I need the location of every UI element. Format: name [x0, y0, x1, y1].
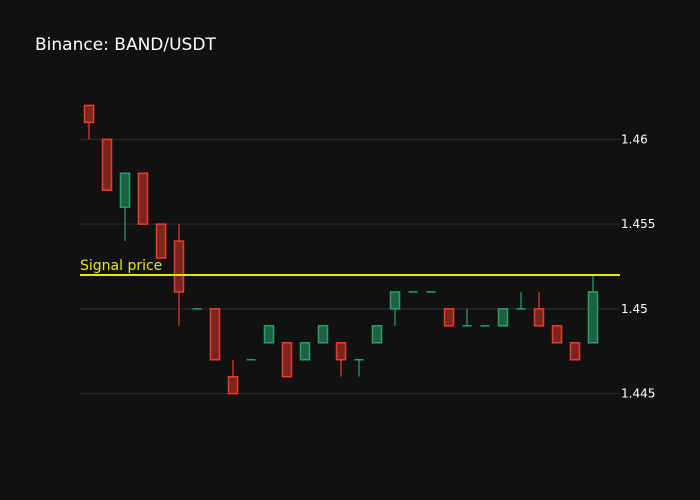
y-axis-ticks: 1.445 1.45 1.455 1.46 [621, 132, 655, 400]
candle-body [335, 342, 347, 361]
candle [497, 308, 509, 327]
candle [516, 291, 526, 310]
signal-layer: Signal price [80, 258, 620, 276]
candle-body [389, 291, 401, 310]
candle-body [587, 291, 599, 344]
candle [137, 172, 149, 225]
candle [263, 325, 275, 344]
candle-body [497, 308, 509, 327]
candle [209, 308, 221, 361]
candle-body [263, 325, 275, 344]
candle [533, 291, 545, 327]
y-tick-label: 1.45 [621, 302, 648, 316]
signal-price-label: Signal price [80, 258, 162, 274]
candle-body [371, 325, 383, 344]
candle-body [299, 342, 311, 361]
candle-body [173, 240, 185, 293]
candle [389, 291, 401, 326]
candle-body [101, 138, 113, 191]
candle-body [227, 375, 239, 395]
candle [354, 358, 364, 377]
candle [155, 223, 167, 259]
candle [101, 138, 113, 191]
candle [551, 325, 563, 344]
y-tick-label: 1.46 [621, 132, 648, 146]
candle [299, 342, 311, 361]
candle-body [137, 172, 149, 225]
candle-body [443, 308, 455, 327]
candle [227, 359, 239, 395]
candle [335, 342, 347, 377]
candle-body [317, 325, 329, 344]
candle-body [533, 308, 545, 327]
y-tick-label: 1.455 [621, 217, 655, 231]
candle [317, 325, 329, 344]
candle [462, 308, 472, 327]
candle [587, 274, 599, 344]
candle [371, 325, 383, 344]
candle-body [209, 308, 221, 361]
candle-body [83, 104, 95, 124]
candle [443, 308, 455, 327]
candle-body [155, 223, 167, 259]
candle-body [569, 342, 581, 361]
candle [83, 104, 95, 140]
candle [119, 172, 131, 242]
chart-title: Binance: BAND/USDT [35, 35, 216, 55]
y-tick-label: 1.445 [621, 387, 655, 401]
candle-body [281, 342, 293, 378]
candle [569, 342, 581, 361]
candle-body [119, 172, 131, 208]
candle [281, 342, 293, 378]
grid-layer [80, 138, 620, 395]
candle-body [551, 325, 563, 344]
